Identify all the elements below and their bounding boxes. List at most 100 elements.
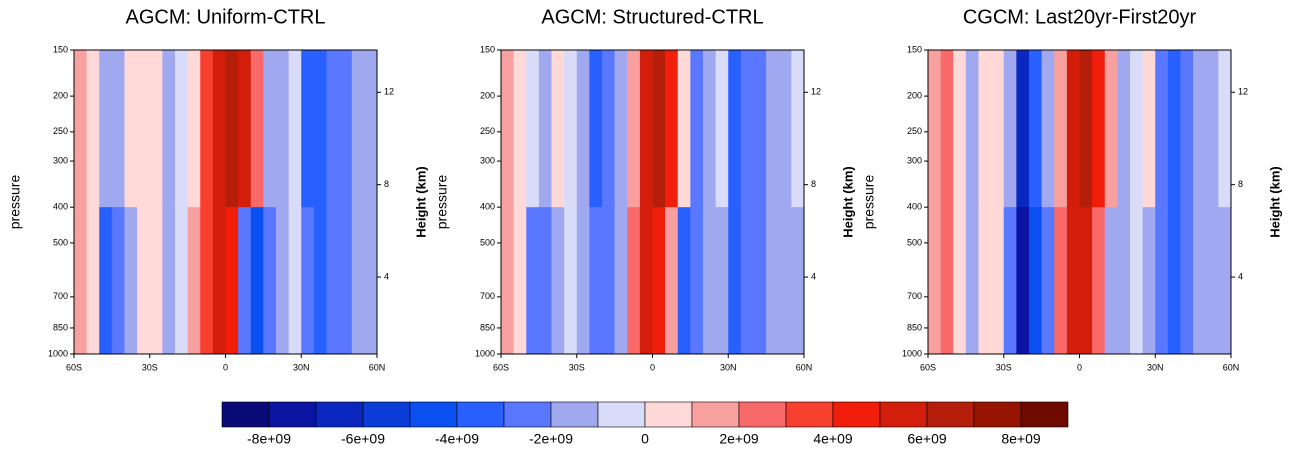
field-cell — [703, 50, 717, 208]
field-cell — [212, 50, 226, 208]
field-cell — [1016, 50, 1030, 208]
colorbar-box — [315, 401, 364, 428]
x-tick-label: 60N — [369, 362, 386, 372]
x-tick-label: 30N — [1147, 362, 1164, 372]
field-cell — [1117, 207, 1131, 355]
y-tick-label: 700 — [907, 291, 922, 301]
x-tick-label: 60N — [796, 362, 813, 372]
field-cell — [1167, 207, 1181, 355]
y-tick-label: 250 — [480, 126, 495, 136]
field-cell — [276, 50, 290, 208]
field-cell — [940, 50, 954, 208]
field-cell — [162, 50, 176, 208]
field-cell — [602, 207, 616, 355]
field-cell — [551, 50, 565, 208]
y-tick-label: 500 — [907, 237, 922, 247]
field-cell — [1054, 50, 1068, 208]
y-tick-label: 150 — [480, 44, 495, 54]
field-cell — [753, 207, 767, 355]
field-cell — [1193, 207, 1207, 355]
field-cell — [978, 50, 992, 208]
field-cell — [513, 207, 527, 355]
field-cell — [1079, 50, 1093, 208]
y-tick-label: 200 — [53, 90, 68, 100]
field-cell — [1205, 50, 1219, 208]
field-cell — [652, 207, 666, 355]
field-cell — [1029, 50, 1043, 208]
field-cell — [1142, 50, 1156, 208]
field-cell — [1142, 207, 1156, 355]
field-cell — [991, 50, 1005, 208]
field-cell — [326, 50, 340, 208]
colorbar-box — [973, 401, 1022, 428]
y2-axis-label: Height (km) — [1267, 166, 1282, 238]
colorbar-box — [832, 401, 881, 428]
x-tick-label: 30S — [569, 362, 585, 372]
x-tick-label: 60S — [920, 362, 936, 372]
field-cell — [238, 207, 252, 355]
field-cell — [513, 50, 527, 208]
y-tick-label: 250 — [53, 126, 68, 136]
field-cell — [225, 207, 239, 355]
y2-tick-label: 8 — [1238, 179, 1243, 189]
field-cell — [351, 50, 365, 208]
field-cell — [339, 207, 353, 355]
field-cell — [1104, 207, 1118, 355]
field-cell — [551, 207, 565, 355]
field-cell — [940, 207, 954, 355]
field-cell — [1066, 50, 1080, 208]
y-axis-label: pressure — [861, 175, 877, 230]
field-cell — [137, 50, 151, 208]
field-cell — [564, 50, 578, 208]
field-cell — [576, 207, 590, 355]
colorbar-box — [785, 401, 834, 428]
colorbar-label: 6e+09 — [907, 431, 947, 447]
field-cell — [652, 50, 666, 208]
field-cell — [965, 207, 979, 355]
field-cell — [526, 50, 540, 208]
field-cell — [74, 207, 88, 355]
y-axis-label: pressure — [7, 175, 23, 230]
field-cell — [1180, 207, 1194, 355]
field-cell — [928, 50, 942, 208]
field-cell — [111, 207, 125, 355]
field-cell — [766, 50, 780, 208]
y-tick-label: 1000 — [475, 348, 495, 358]
y-tick-label: 200 — [480, 90, 495, 100]
field-cell — [526, 207, 540, 355]
y2-tick-label: 4 — [811, 271, 816, 281]
y2-axis-label: Height (km) — [413, 166, 428, 238]
y-tick-label: 300 — [907, 155, 922, 165]
field-cell — [149, 50, 163, 208]
colorbar-box — [1020, 401, 1069, 428]
field-cell — [1193, 50, 1207, 208]
y-tick-label: 200 — [907, 90, 922, 100]
field-cell — [1041, 207, 1055, 355]
x-tick-label: 60N — [1223, 362, 1240, 372]
field-cell — [766, 207, 780, 355]
field-cell — [538, 50, 552, 208]
colorbar-box — [550, 401, 599, 428]
field-cell — [1003, 207, 1017, 355]
field-cell — [1117, 50, 1131, 208]
y-tick-label: 1000 — [902, 348, 922, 358]
y-tick-label: 500 — [53, 237, 68, 247]
field-cell — [326, 207, 340, 355]
panel-title: AGCM: Uniform-CTRL — [125, 6, 325, 28]
field-cell — [86, 207, 100, 355]
colorbar-box — [362, 401, 411, 428]
colorbar-label: 2e+09 — [719, 431, 759, 447]
field-cell — [1167, 50, 1181, 208]
field-cell — [263, 50, 277, 208]
colorbar-box — [644, 401, 693, 428]
colorbar-label: 4e+09 — [813, 431, 853, 447]
y-tick-label: 850 — [53, 322, 68, 332]
field-cell — [928, 207, 942, 355]
y-tick-label: 850 — [480, 322, 495, 332]
field-cell — [1130, 207, 1144, 355]
y-tick-label: 400 — [907, 202, 922, 212]
field-cell — [364, 207, 378, 355]
y-tick-label: 400 — [480, 202, 495, 212]
x-tick-label: 30N — [720, 362, 737, 372]
